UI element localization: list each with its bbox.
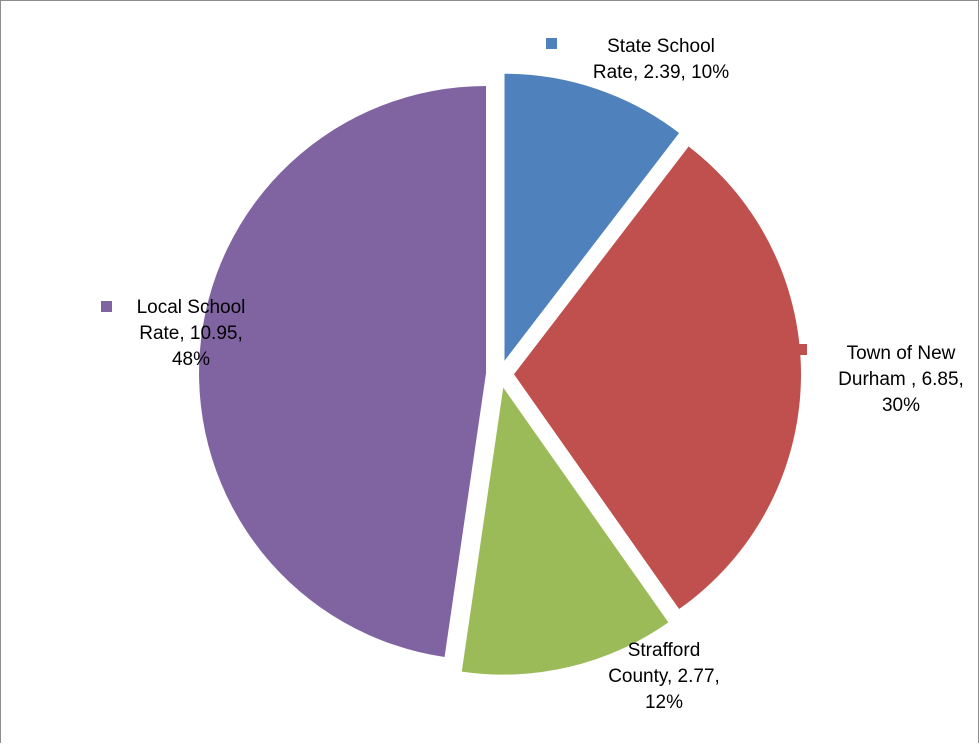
data-label-town-of-new-durham: Town of New Durham , 6.85, 30%: [838, 343, 964, 416]
data-label-local-school: Local School Rate, 10.95, 48%: [136, 297, 246, 370]
legend-marker-town-of-new-durham: [796, 344, 807, 355]
data-label-strafford-county: Strafford County, 2.77, 12%: [608, 640, 720, 713]
pie-slice-town-of-new-durham: [513, 146, 801, 610]
pie-slice-local-school: [199, 85, 487, 657]
legend-marker-state-school: [546, 38, 557, 49]
pie-slice-strafford-county: [461, 387, 669, 675]
pie-slice-state-school: [504, 73, 680, 361]
legend-marker-local-school: [101, 301, 112, 312]
data-label-state-school: State School Rate, 2.39, 10%: [592, 36, 730, 83]
